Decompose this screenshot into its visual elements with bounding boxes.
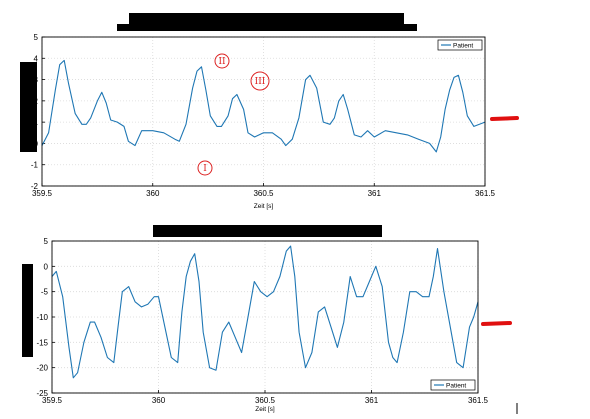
legend-label: Patient: [446, 383, 466, 390]
y-tick-label: 3: [34, 76, 39, 85]
y-tick-label: -20: [36, 364, 48, 373]
x-tick-label: 360.5: [253, 189, 274, 198]
x-tick-label: 361.5: [468, 396, 489, 405]
y-tick-label: 2: [34, 97, 39, 106]
y-tick-label: -10: [36, 313, 48, 322]
x-tick-label: 360.5: [255, 396, 276, 405]
x-tick-label: 359.5: [42, 396, 63, 405]
y-tick-label: 0: [34, 139, 39, 148]
y-tick-label: 0: [44, 262, 49, 271]
legend-box: [437, 39, 483, 51]
y-tick-label: 5: [34, 33, 39, 42]
y-tick-label: -25: [36, 389, 48, 398]
x-tick-label: 361: [365, 396, 379, 405]
redacted-title-bar-bottom: [117, 24, 417, 31]
legend-label: Patient: [453, 43, 473, 50]
x-tick-label: 360: [146, 189, 160, 198]
red-marker-1: [490, 116, 519, 121]
x-axis-label: Zeit [s]: [254, 203, 274, 210]
annotation-label: I: [203, 164, 207, 174]
x-tick-label: 361: [368, 189, 382, 198]
y-tick-label: -1: [31, 161, 39, 170]
y-tick-label: 4: [34, 54, 39, 63]
annotation-circle: [250, 71, 270, 91]
redacted-title-bar-top: [129, 13, 404, 25]
y-tick-label: -15: [36, 338, 48, 347]
y-tick-label: -5: [41, 288, 49, 297]
series-line-patient: [41, 59, 486, 153]
annotation-label: II: [218, 57, 226, 67]
annotation-circle: [214, 53, 230, 69]
red-marker-2: [481, 321, 512, 326]
series-line-patient: [51, 245, 479, 379]
legend-box: [430, 379, 476, 391]
x-axis-label: Zeit [s]: [255, 406, 275, 413]
y-tick-label: 5: [44, 237, 49, 246]
axes-box: [41, 36, 486, 187]
bottom-chart: 359.5 360 360.5 361 361.5 5 0 -5 -10 -15 -20 -25 Zei…: [36, 237, 488, 413]
x-tick-label: 360: [152, 396, 166, 405]
x-tick-label: 359.5: [32, 189, 53, 198]
y-tick-label: 1: [34, 118, 39, 127]
annotation-circle: [197, 160, 213, 176]
redacted-ylabel-1: [20, 62, 37, 152]
y-tick-label: -2: [31, 182, 39, 191]
axes-box: [51, 240, 479, 394]
redacted-ylabel-2: [22, 264, 33, 357]
annotation-label: III: [255, 77, 266, 87]
x-tick-label: 361.5: [475, 189, 496, 198]
redacted-title-2: [153, 225, 382, 237]
top-chart: 359.5 360 360.5 361 361.5 5 4 3 2 1 0 -1 -2 Zeit [s] P…: [31, 33, 496, 210]
